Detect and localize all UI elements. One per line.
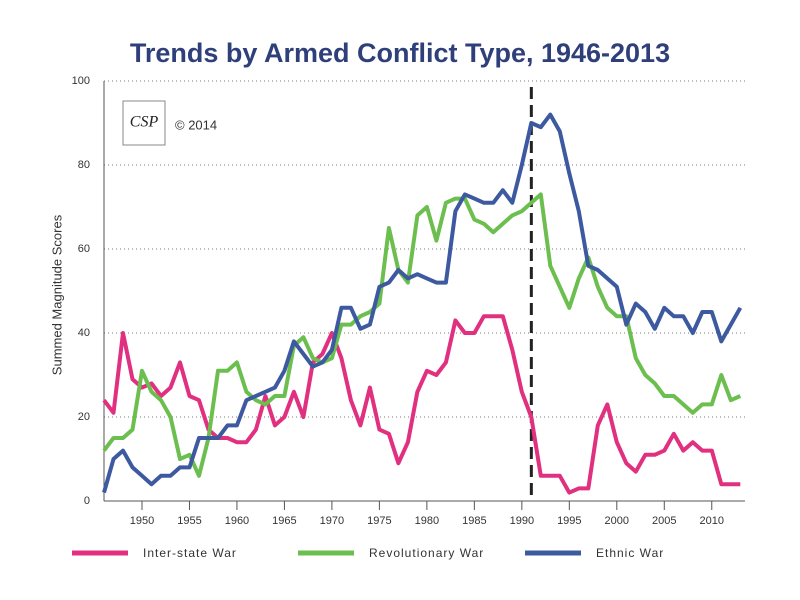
- x-tick-label: 1950: [130, 515, 154, 527]
- x-tick-label: 1995: [557, 515, 581, 527]
- chart-title: Trends by Armed Conflict Type, 1946-2013: [130, 38, 670, 68]
- x-tick-label: 1975: [367, 515, 391, 527]
- x-tick-label: 1985: [462, 515, 486, 527]
- series-line: [102, 192, 742, 478]
- y-tick-label: 40: [78, 327, 90, 339]
- x-tick-label: 2000: [605, 515, 629, 527]
- x-tick-label: 1970: [320, 515, 344, 527]
- x-tick-label: 1990: [510, 515, 534, 527]
- legend-label: Revolutionary War: [369, 546, 484, 560]
- y-tick-label: 0: [84, 495, 90, 507]
- y-tick-label: 100: [72, 75, 90, 87]
- y-tick-label: 60: [78, 243, 90, 255]
- series-line: [102, 112, 743, 494]
- x-tick-label: 1980: [415, 515, 439, 527]
- x-tick-label: 2005: [652, 515, 676, 527]
- legend-label: Ethnic War: [596, 546, 664, 560]
- x-tick-label: 1965: [272, 515, 296, 527]
- y-axis-label: Summed Magnitude Scores: [49, 214, 64, 375]
- y-tick-label: 80: [78, 159, 90, 171]
- x-tick-label: 1960: [225, 515, 249, 527]
- x-tick-label: 1955: [177, 515, 201, 527]
- logo-box: [122, 100, 166, 146]
- y-tick-label: 20: [78, 411, 90, 423]
- copyright: © 2014: [175, 117, 217, 132]
- x-tick-label: 2010: [700, 515, 724, 527]
- logo: CSP: [130, 114, 159, 131]
- legend-label: Inter-state War: [143, 546, 237, 560]
